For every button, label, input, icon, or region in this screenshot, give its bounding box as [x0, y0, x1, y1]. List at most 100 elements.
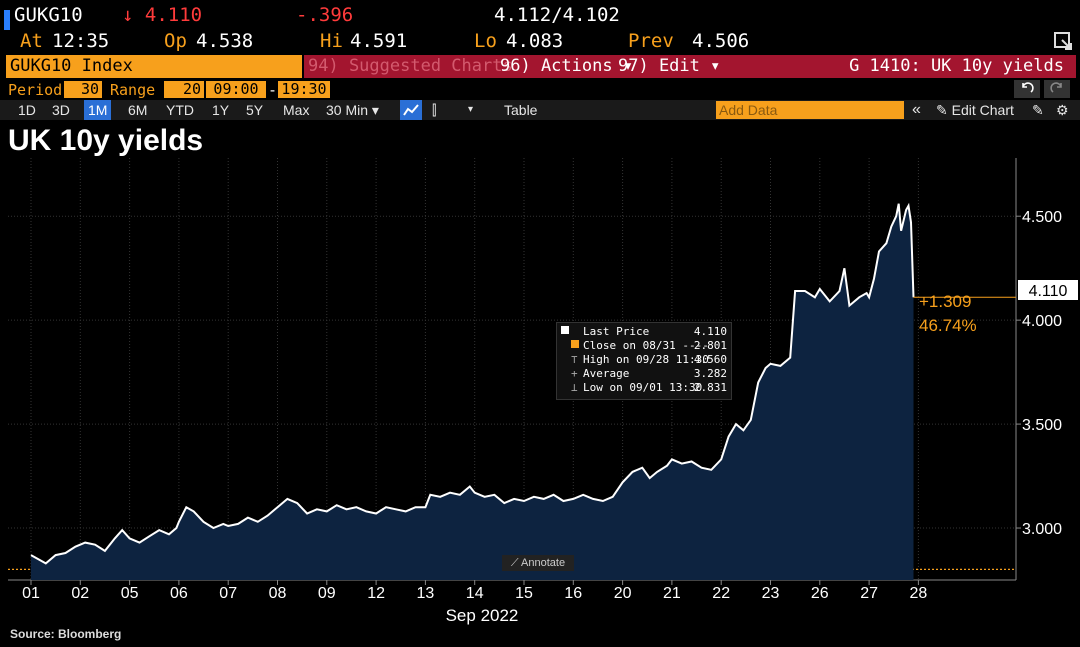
average-marker-icon: + — [571, 367, 578, 380]
gear-icon[interactable]: ⚙ — [1056, 102, 1069, 118]
edit-icon[interactable]: ✎ — [1032, 102, 1044, 118]
quote-stats: At 12:35 Op 4.538 Hi 4.591 Lo 4.083 Prev… — [0, 30, 1080, 54]
tooltip-value: 2.831 — [693, 381, 727, 394]
tooltip-value: 4.110 — [693, 325, 727, 338]
x-tick-label: 26 — [811, 585, 829, 602]
y-tick-label: 3.000 — [1022, 521, 1062, 538]
at-label: At — [20, 30, 43, 52]
x-tick-label: 06 — [170, 585, 188, 602]
y-tick-label: 4.500 — [1022, 209, 1062, 226]
x-tick-label: 12 — [367, 585, 385, 602]
chart-type-dropdown-icon[interactable]: ▾ — [468, 104, 474, 115]
prev-label: Prev — [628, 30, 674, 52]
last-price-tag-label: 4.110 — [1029, 283, 1068, 300]
low-marker-icon: ⊥ — [571, 381, 578, 394]
at-value: 12:35 — [52, 30, 110, 52]
bar-chart-icon[interactable]: ⫿ — [432, 102, 437, 118]
table-button[interactable]: Table — [504, 102, 538, 118]
series-line — [30, 202, 915, 565]
close-swatch — [571, 340, 579, 348]
low-label: Lo — [474, 30, 497, 52]
tooltip-value: 3.282 — [693, 367, 727, 380]
change-absolute-label: +1.309 — [919, 292, 971, 311]
bid-ask: 4.112/4.102 — [494, 4, 620, 26]
range-ytd[interactable]: YTD — [166, 102, 194, 118]
tooltip-value: 2.801 — [693, 339, 727, 352]
range-6m[interactable]: 6M — [128, 102, 148, 118]
tooltip-label: High on 09/28 11:30 — [583, 353, 709, 366]
range-5y[interactable]: 5Y — [246, 102, 264, 118]
chart-title: UK 10y yields — [8, 124, 204, 157]
range-max[interactable]: Max — [283, 102, 310, 118]
annotate-button[interactable]: ⟋ Annotate — [502, 555, 574, 571]
prev-value: 4.506 — [692, 30, 750, 52]
high-marker-icon: ⊤ — [571, 353, 578, 366]
actions-menu[interactable]: 96) Actions ▾ — [500, 56, 634, 76]
line-chart-icon[interactable] — [400, 100, 422, 120]
period-label: Period — [8, 81, 63, 99]
security-field[interactable]: GUKG10 Index — [6, 55, 302, 78]
tooltip-box: Last Price 4.110 Close on 08/31 ---- 2.8… — [556, 322, 732, 400]
add-data-input[interactable]: Add Data — [716, 101, 904, 119]
undo-button[interactable] — [1014, 80, 1040, 98]
x-tick-label: 21 — [663, 585, 681, 602]
x-tick-label: 20 — [614, 585, 632, 602]
last-price-tag: 4.110 — [1018, 280, 1078, 300]
source-note: Source: Bloomberg — [10, 627, 122, 641]
last-price-swatch — [561, 326, 569, 334]
suggested-charts-button[interactable]: 94) Suggested Charts — [308, 56, 513, 76]
ticker-symbol[interactable]: GUKG10 — [14, 4, 83, 26]
x-tick-label: 22 — [712, 585, 730, 602]
x-tick-label: 27 — [860, 585, 878, 602]
y-axis: 3.000 3.500 4.000 4.500 — [1016, 209, 1062, 538]
range-1y[interactable]: 1Y — [212, 102, 230, 118]
quote-header: GUKG10 ↓ 4.110 -.396 4.112/4.102 — [0, 4, 1080, 30]
edit-chart-button[interactable]: ✎ Edit Chart — [936, 102, 1014, 118]
command-bar: GUKG10 Index 94) Suggested Charts 96) Ac… — [0, 55, 1080, 78]
period-bar: Period 30 Range 20 09:00 - 19:30 — [0, 80, 1080, 99]
range-3d[interactable]: 3D — [52, 102, 70, 118]
x-axis-label: Sep 2022 — [446, 606, 519, 625]
redo-button[interactable] — [1044, 80, 1070, 98]
function-bar: 94) Suggested Charts 96) Actions ▾ 97) E… — [304, 55, 1076, 78]
range-input[interactable]: 20 — [164, 81, 204, 98]
series-area — [31, 203, 914, 580]
annotate-icon: ⟋ — [510, 557, 522, 569]
x-tick-label: 28 — [910, 585, 928, 602]
x-tick-label: 16 — [564, 585, 582, 602]
x-tick-label: 01 — [22, 585, 40, 602]
x-tick-label: 02 — [71, 585, 89, 602]
open-value: 4.538 — [196, 30, 254, 52]
ticker-marker — [4, 10, 10, 30]
low-value: 4.083 — [506, 30, 564, 52]
change-percent-label: 46.74% — [919, 316, 977, 335]
x-tick-label: 08 — [269, 585, 287, 602]
open-label: Op — [164, 30, 187, 52]
high-value: 4.591 — [350, 30, 408, 52]
x-tick-label: 14 — [466, 585, 484, 602]
time-from-input[interactable]: 09:00 — [206, 81, 266, 98]
chart-toolbar: 1D 3D 1M 6M YTD 1Y 5Y Max 30 Min ▾ ⫿ ▾ T… — [0, 100, 1080, 120]
interval-select[interactable]: 30 Min ▾ — [326, 102, 379, 118]
edit-menu[interactable]: 97) Edit ▾ — [618, 56, 721, 76]
annotate-label: Annotate — [521, 557, 566, 569]
x-axis: 01 02 05 06 07 08 09 12 13 14 15 16 20 21 22 23 26 27 28 — [22, 580, 927, 602]
tooltip-value: 4.560 — [693, 353, 727, 366]
period-input[interactable]: 30 — [64, 81, 102, 98]
range-1m[interactable]: 1M — [84, 100, 112, 120]
tooltip-label: Close on 08/31 ---- — [583, 339, 709, 352]
x-tick-label: 09 — [318, 585, 336, 602]
tooltip-label: Last Price — [583, 325, 650, 338]
tooltip-label: Low on 09/01 13:30 — [583, 381, 703, 394]
popout-icon[interactable] — [1052, 30, 1074, 52]
range-label: Range — [110, 81, 156, 99]
range-1d[interactable]: 1D — [18, 102, 36, 118]
net-change: -.396 — [296, 4, 354, 26]
x-tick-label: 23 — [762, 585, 780, 602]
time-to-input[interactable]: 19:30 — [278, 81, 330, 98]
y-tick-label: 4.000 — [1022, 313, 1062, 330]
x-tick-label: 15 — [515, 585, 533, 602]
collapse-button[interactable]: « — [912, 101, 921, 118]
tooltip-label: Average — [583, 367, 630, 380]
